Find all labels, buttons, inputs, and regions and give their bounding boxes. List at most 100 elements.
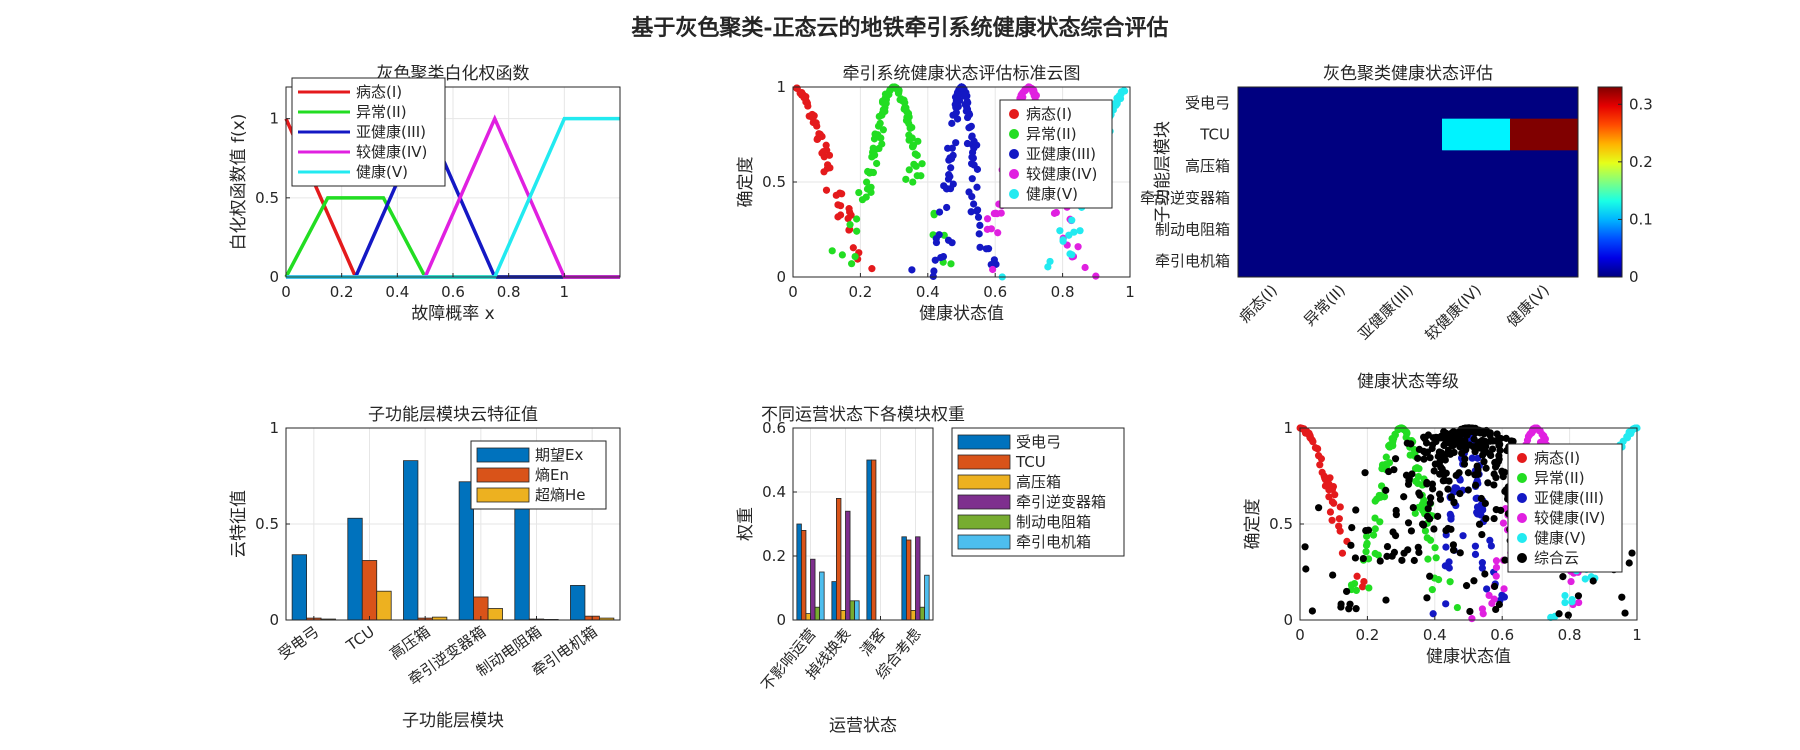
cloud-drop-5 [1461, 455, 1469, 463]
cloud-drop-1 [862, 193, 870, 201]
cloud-drop-1 [1388, 440, 1397, 448]
cloud-drop-5 [1391, 531, 1400, 540]
cloud-drop-2 [932, 238, 941, 247]
cloud-drop-2 [929, 272, 937, 280]
heatmap-cell [1238, 87, 1307, 120]
cloud-drop-1 [908, 143, 917, 151]
legend-bar-swatch [957, 474, 1011, 490]
cloud-drop-5 [1410, 556, 1418, 565]
heatmap-cell [1238, 182, 1307, 215]
cloud-drop-5 [1464, 486, 1472, 494]
cloud-drop-1 [1428, 586, 1436, 594]
bar-1 [906, 539, 912, 621]
cloud-drop-5 [1431, 460, 1439, 468]
cloud-drop-0 [1308, 436, 1316, 444]
cloud-drop-5 [1471, 471, 1479, 479]
cloud-drop-5 [1628, 549, 1636, 557]
colorbar [1597, 86, 1623, 278]
cloud-drop-1 [1371, 549, 1379, 558]
y-tick-label: 0 [269, 268, 279, 286]
cloud-drop-2 [930, 267, 938, 275]
cloud-drop-2 [947, 155, 956, 163]
chart-title: 不同运营状态下各模块权重 [761, 405, 965, 425]
cloud-drop-5 [1420, 455, 1428, 463]
cloud-drop-2 [948, 144, 956, 152]
x-tick-label: 1 [1632, 626, 1642, 644]
legend-entry-label: 病态(I) [356, 83, 402, 101]
cloud-drop-2 [968, 192, 976, 201]
cloud-drop-5 [1346, 600, 1354, 608]
x-axis-label: 子功能层模块 [402, 711, 504, 731]
y-tick-label: 0.5 [762, 173, 786, 191]
cloud-drop-0 [822, 141, 830, 149]
cloud-drop-5 [1459, 441, 1467, 449]
cloud-drop-0 [1336, 503, 1344, 511]
cloud-drop-1 [1371, 525, 1379, 533]
cloud-drop-5 [1426, 454, 1434, 462]
cloud-drop-5 [1462, 582, 1471, 590]
cloud-drop-5 [1409, 503, 1417, 512]
cloud-drop-3 [1468, 615, 1476, 623]
cloud-drop-2 [947, 164, 955, 172]
x-tick-label: 0 [1295, 626, 1305, 644]
cloud-drop-2 [951, 101, 959, 109]
cloud-drop-2 [957, 83, 965, 92]
x-tick-label: 0.2 [848, 283, 872, 301]
cloud-drop-1 [918, 160, 926, 168]
cloud-drop-1 [1421, 527, 1430, 535]
cloud-drop-0 [849, 244, 857, 252]
cloud-drop-3 [1540, 437, 1548, 445]
cloud-drop-5 [1478, 436, 1486, 445]
cloud-drop-2 [953, 115, 962, 123]
cloud-drop-0 [1335, 515, 1343, 523]
cloud-drop-5 [1426, 572, 1434, 580]
legend-entry-label: 超熵He [535, 486, 586, 504]
y-tick-label: 受电弓 [1185, 94, 1230, 112]
cloud-drop-1 [851, 252, 859, 261]
cloud-drop-5 [1424, 505, 1432, 513]
cloud-drop-1 [1380, 493, 1389, 501]
legend-entry-label: 制动电阻箱 [1016, 513, 1091, 531]
y-axis-label: 子功能层模块 [1153, 121, 1173, 223]
cloud-drop-5 [1625, 559, 1633, 567]
cloud-drop-5 [1492, 605, 1500, 614]
cloud-drop-5 [1589, 577, 1597, 585]
cloud-drop-1 [1453, 603, 1461, 612]
cloud-drop-4 [1070, 228, 1078, 236]
cloud-drop-0 [820, 168, 828, 176]
cloud-drop-1 [1431, 544, 1439, 552]
legend-entry-label: 综合云 [1534, 549, 1579, 567]
x-tick-label: 0.2 [1355, 626, 1379, 644]
cloud-drop-2 [970, 144, 978, 152]
cloud-drop-1 [878, 140, 886, 148]
cloud-drop-1 [869, 144, 877, 152]
cloud-drop-0 [868, 265, 876, 273]
cloud-drop-5 [1449, 546, 1458, 554]
legend-bar-swatch [957, 534, 1011, 550]
cloud-drop-5 [1455, 432, 1464, 440]
legend-dot-swatch [1009, 109, 1019, 119]
cloud-drop-5 [1480, 458, 1488, 466]
cloud-drop-5 [1400, 493, 1408, 501]
bar-1 [871, 459, 877, 621]
cloud-drop-2 [973, 207, 981, 215]
cloud-drop-0 [837, 211, 845, 219]
cloud-drop-1 [911, 150, 919, 158]
bar-2 [840, 610, 846, 621]
cloud-drop-0 [796, 89, 804, 97]
cloud-drop-2 [976, 243, 984, 251]
y-tick-label: 牵引逆变器箱 [1140, 189, 1230, 207]
heatmap-cell [1442, 118, 1511, 151]
cloud-drop-0 [1314, 445, 1322, 453]
cloud-drop-5 [1490, 514, 1498, 523]
legend-box [999, 99, 1113, 209]
bar-4 [919, 606, 925, 621]
cloud-drop-2 [945, 171, 953, 179]
cloud-drop-3 [1575, 598, 1583, 607]
cloud-drop-5 [1439, 433, 1448, 442]
legend-dot-swatch [1517, 473, 1527, 483]
cloud-drop-0 [1321, 476, 1330, 484]
cloud-drop-3 [1567, 577, 1575, 586]
